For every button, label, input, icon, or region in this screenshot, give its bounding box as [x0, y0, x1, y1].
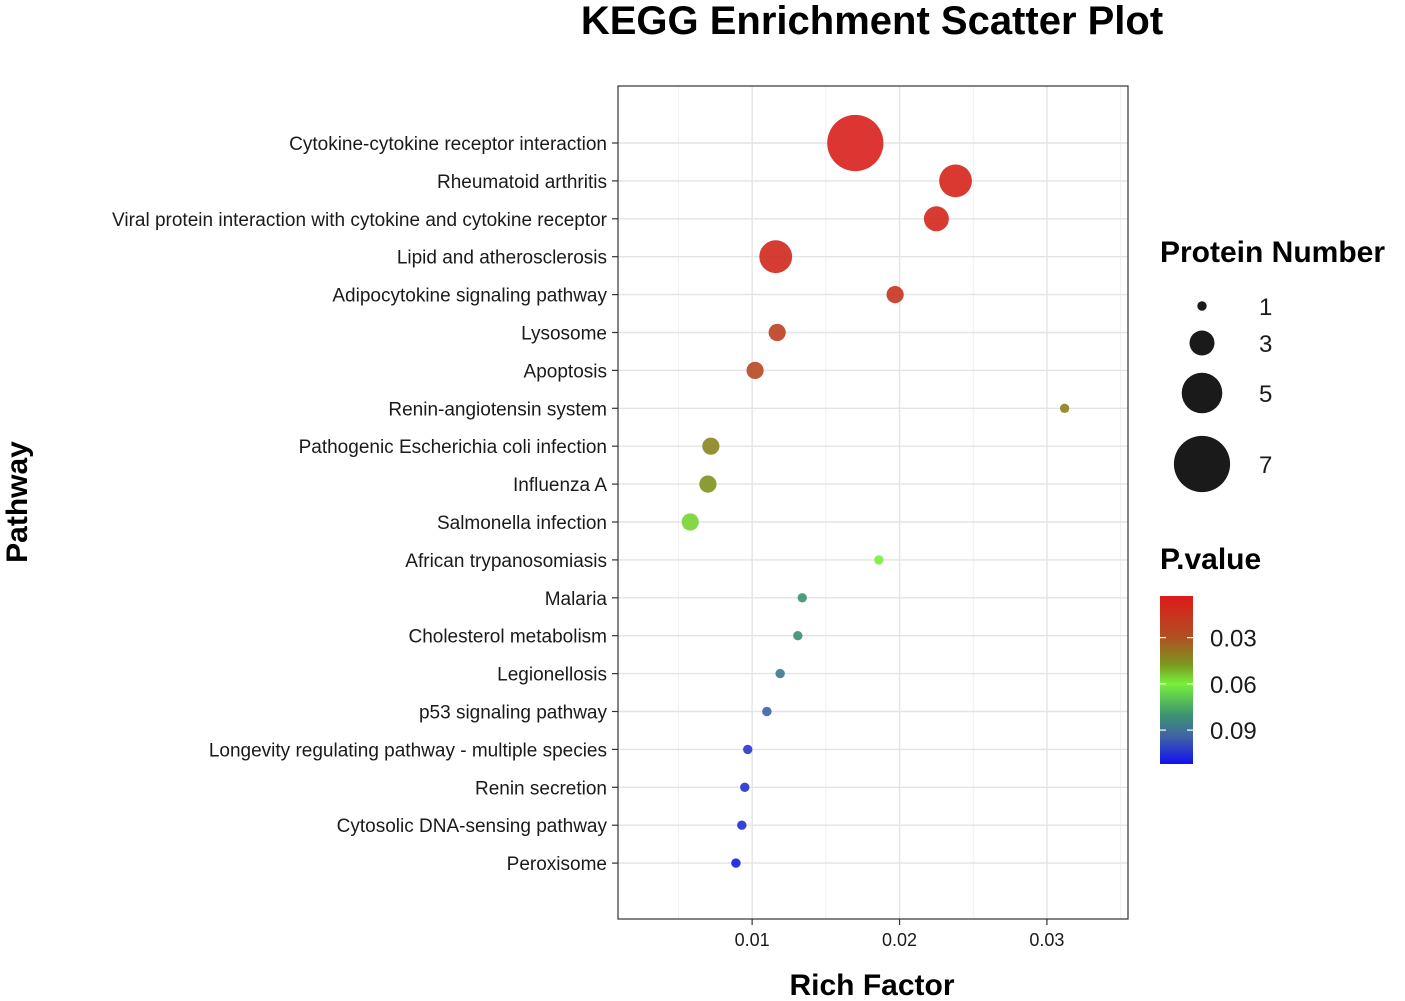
data-point — [746, 361, 764, 379]
x-tick-label: 0.01 — [735, 930, 770, 950]
y-gridlines — [618, 142, 1128, 864]
y-tick-label: Malaria — [545, 589, 608, 610]
x-gridlines — [677, 86, 1122, 919]
chart-title: KEGG Enrichment Scatter Plot — [581, 0, 1163, 43]
data-point — [923, 206, 949, 232]
data-point — [1059, 403, 1070, 413]
y-tick-label: Viral protein interaction with cytokine … — [112, 210, 608, 231]
y-tick-label: Renin-angiotensin system — [388, 399, 607, 420]
data-point — [681, 513, 699, 531]
data-point — [886, 286, 904, 304]
y-tick-label: Influenza A — [513, 475, 607, 496]
size-legend-key — [1181, 372, 1223, 414]
data-point — [797, 593, 807, 603]
x-tick-label: 0.02 — [882, 930, 917, 950]
y-axis: Cytokine-cytokine receptor interaction Rh… — [112, 134, 618, 875]
y-tick-label: African trypanosomiasis — [405, 551, 607, 572]
size-legend-key — [1173, 435, 1231, 493]
y-tick-label: Lysosome — [521, 324, 607, 345]
data-point — [743, 744, 753, 755]
data-point — [874, 555, 884, 565]
data-point — [775, 668, 785, 679]
y-tick-label: Apoptosis — [524, 361, 607, 382]
data-point — [827, 114, 884, 172]
size-legend-label: 3 — [1259, 331, 1272, 358]
y-tick-label: Legionellosis — [497, 665, 607, 686]
color-legend-label: 0.09 — [1210, 718, 1257, 745]
y-tick-label: Lipid and atherosclerosis — [397, 248, 607, 269]
y-tick-label: Cholesterol metabolism — [408, 627, 607, 648]
color-legend-label: 0.03 — [1210, 626, 1257, 653]
data-point — [731, 858, 741, 868]
x-tick-label: 0.03 — [1029, 930, 1064, 950]
size-legend-label: 5 — [1259, 381, 1272, 408]
color-legend: P.value 0.03 0.06 0.09 — [1160, 543, 1261, 764]
x-axis: 0.01 0.02 0.03 — [735, 919, 1064, 950]
y-tick-label: Renin secretion — [475, 778, 607, 799]
y-tick-label: Rheumatoid arthritis — [437, 172, 607, 193]
plot-panel — [617, 85, 1129, 920]
data-point — [939, 164, 972, 198]
x-axis-label: Rich Factor — [789, 969, 954, 1001]
y-tick-label: p53 signaling pathway — [419, 703, 608, 724]
y-tick-label: Cytosolic DNA-sensing pathway — [337, 816, 608, 837]
panel-background — [618, 86, 1128, 919]
y-axis-label: Pathway — [1, 441, 34, 563]
color-legend-title: P.value — [1160, 543, 1261, 576]
size-legend-label: 1 — [1259, 294, 1272, 321]
y-tick-label: Peroxisome — [507, 854, 607, 875]
size-legend-label: 7 — [1259, 452, 1272, 479]
y-tick-label: Longevity regulating pathway - multiple … — [209, 740, 607, 761]
size-legend-key — [1189, 330, 1215, 356]
size-legend-title: Protein Number — [1160, 236, 1385, 269]
data-point — [793, 631, 803, 641]
size-legend: Protein Number 1 3 5 7 — [1160, 236, 1385, 493]
data-point — [737, 820, 747, 830]
y-tick-label: Pathogenic Escherichia coli infection — [299, 437, 607, 458]
data-point — [740, 782, 750, 792]
data-point — [762, 706, 772, 717]
color-bar — [1160, 596, 1193, 764]
y-tick-label: Adipocytokine signaling pathway — [332, 286, 607, 307]
y-tick-label: Salmonella infection — [437, 513, 607, 534]
data-point — [699, 475, 717, 493]
data-point — [759, 240, 793, 274]
size-legend-key — [1197, 301, 1207, 311]
data-points — [681, 114, 1070, 868]
y-tick-label: Cytokine-cytokine receptor interaction — [289, 134, 607, 155]
color-legend-label: 0.06 — [1210, 672, 1257, 699]
panel-border — [617, 85, 1129, 920]
data-point — [702, 437, 720, 455]
data-point — [768, 323, 786, 342]
